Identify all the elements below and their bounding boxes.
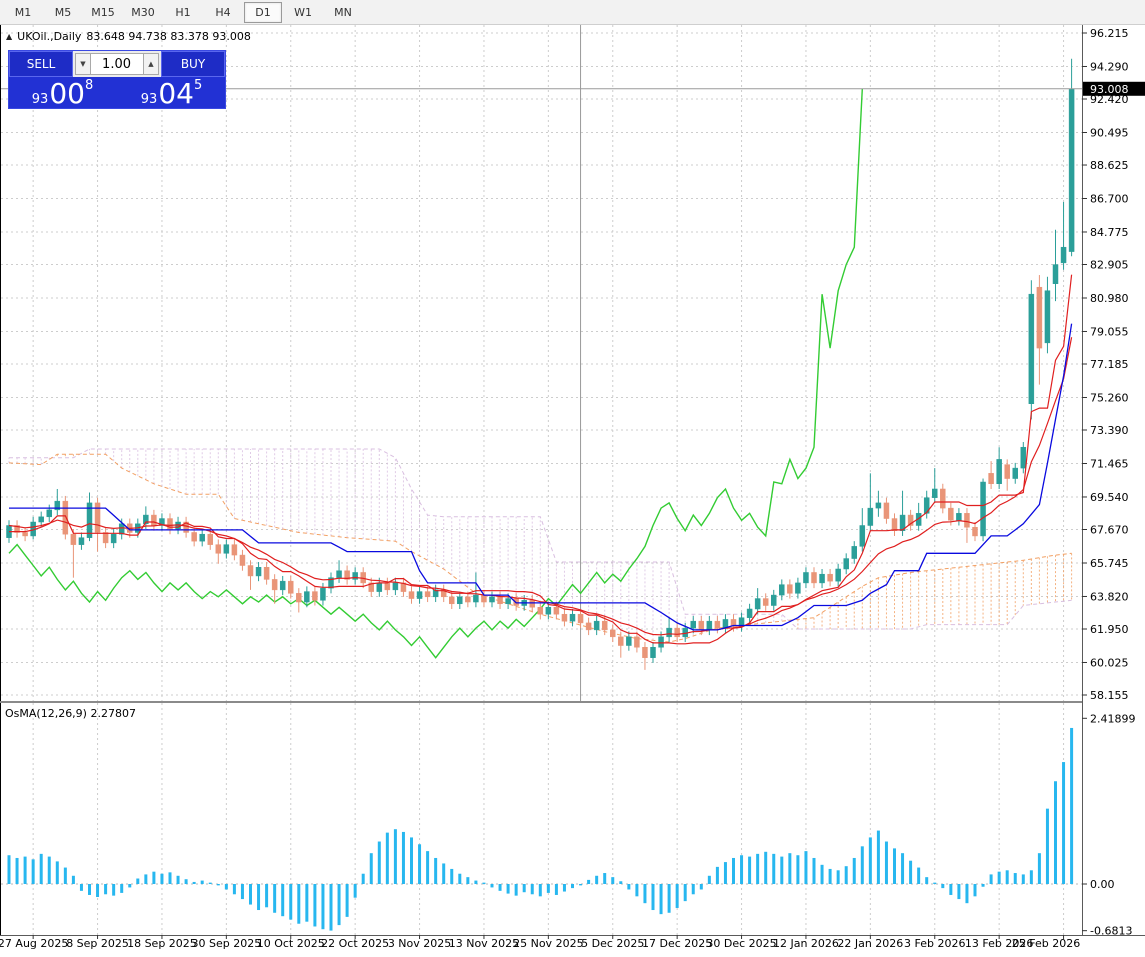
chart-canvas[interactable]: 96.215 94.290 92.420 90.495 88.625 86.700 84.7…	[0, 25, 1145, 957]
buy-price-pip: 5	[193, 78, 203, 93]
buy-price-prefix: 93	[140, 92, 158, 108]
date-axis-label: 30 Sep 2025	[191, 937, 261, 950]
osma-name: OsMA(12,26,9)	[5, 707, 87, 720]
chart-region: 96.215 94.290 92.420 90.495 88.625 86.700 84.7…	[0, 25, 1145, 954]
price-axis-label: 86.700	[1090, 193, 1129, 206]
date-axis-label: 13 Nov 2025	[449, 937, 519, 950]
date-axis-label: 18 Sep 2025	[127, 937, 197, 950]
one-click-trade-panel: SELL ▼ ▲ BUY 93 00 8 93 04 5	[8, 50, 226, 109]
chart-svg[interactable]: 96.215 94.290 92.420 90.495 88.625 86.700 84.7…	[0, 25, 1145, 954]
buy-button[interactable]: BUY	[161, 51, 225, 77]
date-axis-label: 13 Feb 2026	[965, 937, 1033, 950]
timeframe-toolbar: M1 M5 M15 M30 H1 H4 D1 W1 MN	[0, 0, 1145, 25]
price-axis-label: 77.185	[1090, 358, 1129, 371]
date-axis-label: 22 Oct 2025	[321, 937, 389, 950]
buy-price-big: 04	[158, 77, 194, 111]
price-axis-label: 88.625	[1090, 159, 1129, 172]
price-axis-label: 61.950	[1090, 623, 1129, 636]
chart-chrome: 96.215 94.290 92.420 90.495 88.625 86.700 84.7…	[0, 25, 1145, 950]
buy-price-display[interactable]: 93 04 5	[118, 78, 225, 108]
date-axis-label: 10 Oct 2025	[257, 937, 325, 950]
date-axis-label: 3 Feb 2026	[904, 937, 965, 950]
sell-price-prefix: 93	[31, 92, 49, 108]
tenkan-sen-line	[9, 274, 1073, 645]
price-axis-label: 69.540	[1090, 491, 1129, 504]
price-axis-label: 75.260	[1090, 391, 1129, 404]
main-pane	[6, 25, 1075, 701]
date-axis-label: 30 Dec 2025	[706, 937, 776, 950]
sell-price-display[interactable]: 93 00 8	[9, 78, 116, 108]
senkou-span-b-line	[9, 448, 1072, 630]
date-axis-label: 25 Nov 2025	[513, 937, 583, 950]
timeframe-button-h4[interactable]: H4	[215, 5, 231, 19]
price-axis-label: 63.820	[1090, 590, 1129, 603]
date-axis-label: 3 Nov 2025	[388, 937, 451, 950]
timeframe-button-w1[interactable]: W1	[294, 5, 312, 19]
date-axis-label: 17 Dec 2025	[642, 937, 712, 950]
price-axis-label: 94.290	[1090, 60, 1129, 73]
timeframe-button-h1[interactable]: H1	[175, 5, 191, 19]
date-axis-label: 8 Sep 2025	[66, 937, 129, 950]
timeframe-button-d1[interactable]: D1	[244, 1, 282, 23]
date-axis-label: 5 Dec 2025	[581, 937, 644, 950]
price-axis-label: 79.055	[1090, 325, 1129, 338]
red-ma-line	[8, 337, 1073, 636]
symbol-name: UKOil.,Daily	[17, 30, 82, 43]
chikou-span-line	[8, 88, 863, 659]
volume-increase-icon[interactable]: ▲	[143, 53, 159, 75]
timeframe-button-m30[interactable]: M30	[131, 5, 155, 19]
osma-histogram	[7, 727, 1074, 931]
current-price-tag-text: 93.008	[1090, 83, 1129, 96]
osma-axis-label: 0.00	[1090, 878, 1115, 891]
price-axis-label: 71.465	[1090, 457, 1129, 470]
grid	[1, 25, 1082, 935]
price-axis-label: 92.420	[1090, 93, 1129, 106]
volume-input[interactable]	[91, 53, 143, 75]
price-axis-label: 65.745	[1090, 557, 1129, 570]
price-axis-label: 90.495	[1090, 126, 1129, 139]
osma-axis-label: 2.41899	[1090, 712, 1136, 725]
price-axis-label: 82.905	[1090, 259, 1129, 272]
timeframe-button-m15[interactable]: M15	[91, 5, 115, 19]
volume-control: ▼ ▲	[73, 51, 161, 77]
collapse-panel-icon[interactable]: ▲	[6, 31, 13, 41]
kijun-sen-line	[9, 323, 1073, 631]
sell-price-pip: 8	[84, 78, 94, 93]
price-axis-label: 60.025	[1090, 656, 1129, 669]
price-axis-label: 67.670	[1090, 524, 1129, 537]
price-axis-label: 58.155	[1090, 689, 1129, 702]
price-axis-label: 84.775	[1090, 226, 1129, 239]
timeframe-button-mn[interactable]: MN	[334, 5, 352, 19]
osma-indicator-label: OsMA(12,26,9) 2.27807	[5, 707, 136, 720]
sell-price-big: 00	[49, 77, 85, 111]
senkou-span-a-line	[8, 453, 1072, 643]
date-axis-label: 25 Feb 2026	[1012, 937, 1080, 950]
osma-axis-label: -0.6813	[1090, 925, 1132, 938]
date-axis-label: 27 Aug 2025	[0, 937, 68, 950]
date-axis-label: 12 Jan 2026	[773, 937, 839, 950]
ichimoku-cloud	[8, 448, 1073, 643]
symbol-ohlc-values: 83.648 94.738 83.378 93.008	[86, 30, 251, 43]
price-axis-label: 73.390	[1090, 424, 1129, 437]
timeframe-button-m1[interactable]: M1	[14, 5, 32, 19]
chart-title: ▲ UKOil.,Daily 83.648 94.738 83.378 93.0…	[6, 30, 251, 43]
sell-button[interactable]: SELL	[9, 51, 73, 77]
timeframe-button-m5[interactable]: M5	[54, 5, 72, 19]
pane-divider[interactable]	[0, 701, 1082, 703]
current-price-tag	[1083, 81, 1145, 96]
price-axis-label: 80.980	[1090, 292, 1129, 305]
volume-decrease-icon[interactable]: ▼	[75, 53, 91, 75]
price-axis-label: 96.215	[1090, 27, 1129, 40]
date-axis-label: 22 Jan 2026	[837, 937, 903, 950]
osma-value: 2.27807	[90, 707, 136, 720]
